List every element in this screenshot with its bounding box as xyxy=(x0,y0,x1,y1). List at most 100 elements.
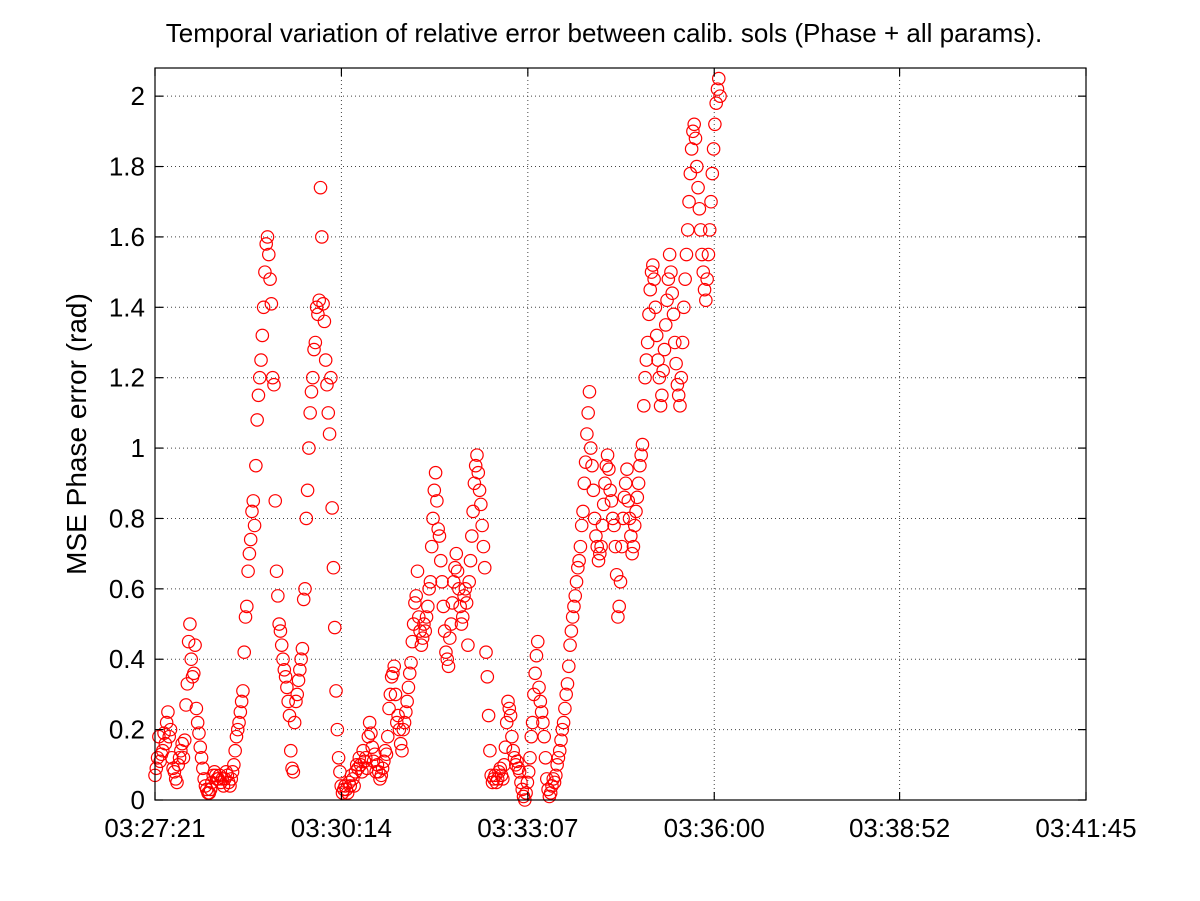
data-point xyxy=(396,722,411,737)
y-tick-label: 0.2 xyxy=(109,715,145,745)
data-point xyxy=(471,465,486,480)
data-point xyxy=(565,610,580,624)
data-point xyxy=(560,677,575,691)
data-point xyxy=(224,772,239,786)
data-point xyxy=(358,750,373,765)
data-point xyxy=(293,662,307,677)
data-point xyxy=(450,564,465,579)
data-point xyxy=(330,722,345,737)
data-point xyxy=(435,575,449,589)
y-axis-label: MSE Phase error (rad) xyxy=(61,293,92,575)
data-point xyxy=(180,677,195,691)
data-point xyxy=(295,641,310,656)
data-point xyxy=(313,180,328,195)
data-point xyxy=(167,765,182,779)
data-point xyxy=(223,779,237,793)
data-point xyxy=(245,504,259,519)
data-point xyxy=(411,610,426,624)
data-point xyxy=(581,406,595,420)
data-point xyxy=(255,328,270,343)
data-point xyxy=(392,722,407,737)
data-point xyxy=(171,758,186,772)
data-point xyxy=(670,377,685,392)
data-point xyxy=(638,370,652,385)
data-point xyxy=(300,483,315,498)
data-point xyxy=(534,705,549,719)
data-point xyxy=(233,705,248,719)
data-point xyxy=(440,652,455,667)
data-point xyxy=(525,715,540,730)
data-point xyxy=(254,353,268,367)
data-point xyxy=(183,617,197,631)
data-point xyxy=(287,715,302,730)
data-point xyxy=(232,715,246,730)
data-point xyxy=(186,666,201,681)
data-point xyxy=(481,708,496,723)
data-point xyxy=(261,247,276,262)
data-point xyxy=(568,589,583,603)
data-point xyxy=(281,694,295,709)
data-point xyxy=(302,441,316,455)
data-point xyxy=(273,624,288,638)
data-point xyxy=(269,564,284,579)
data-point xyxy=(218,772,232,786)
y-tick-label: 0.6 xyxy=(109,574,145,604)
data-point xyxy=(503,708,518,723)
data-point xyxy=(436,599,451,614)
data-point xyxy=(550,758,564,772)
data-point xyxy=(499,715,514,730)
data-point xyxy=(554,733,568,747)
data-point xyxy=(256,300,271,315)
data-point xyxy=(605,511,620,526)
data-point xyxy=(490,772,505,786)
data-point xyxy=(386,666,400,681)
data-point xyxy=(410,564,425,579)
data-point xyxy=(192,726,206,740)
data-point xyxy=(536,715,550,730)
y-tick-label: 1.4 xyxy=(109,292,145,322)
data-point xyxy=(636,399,651,413)
data-point xyxy=(176,750,191,765)
data-point xyxy=(561,659,576,674)
y-tick-label: 1.2 xyxy=(109,363,145,393)
data-point xyxy=(282,708,297,723)
data-point xyxy=(268,494,283,508)
data-point xyxy=(343,779,358,793)
data-point xyxy=(419,610,434,624)
data-point xyxy=(631,476,646,491)
x-tick-label: 03:30:14 xyxy=(291,813,392,843)
data-point xyxy=(163,722,178,737)
data-point xyxy=(179,698,193,712)
data-point xyxy=(609,567,624,582)
data-point xyxy=(312,293,327,308)
data-point xyxy=(625,546,639,561)
data-point xyxy=(520,775,535,790)
data-point xyxy=(409,589,423,603)
data-point xyxy=(443,631,457,645)
data-point xyxy=(424,539,439,554)
data-point xyxy=(674,370,689,385)
data-point xyxy=(444,617,458,631)
data-point xyxy=(572,553,586,568)
data-point xyxy=(170,775,184,790)
data-point xyxy=(365,740,380,755)
data-point xyxy=(687,117,702,132)
y-tick-label: 1.6 xyxy=(109,222,145,252)
x-tick-label: 03:27:21 xyxy=(104,813,205,843)
data-point xyxy=(321,406,336,420)
data-point xyxy=(604,494,619,508)
data-point xyxy=(556,715,571,730)
data-point xyxy=(523,750,537,765)
data-point xyxy=(620,462,634,476)
data-point xyxy=(594,539,608,554)
data-point xyxy=(303,406,317,420)
data-point xyxy=(569,575,584,589)
data-point xyxy=(519,786,533,800)
data-point xyxy=(149,761,164,776)
data-point xyxy=(280,680,294,695)
data-point xyxy=(318,353,333,367)
data-point xyxy=(298,582,312,596)
data-point xyxy=(162,729,177,744)
data-point xyxy=(629,504,643,519)
data-point xyxy=(387,659,402,674)
